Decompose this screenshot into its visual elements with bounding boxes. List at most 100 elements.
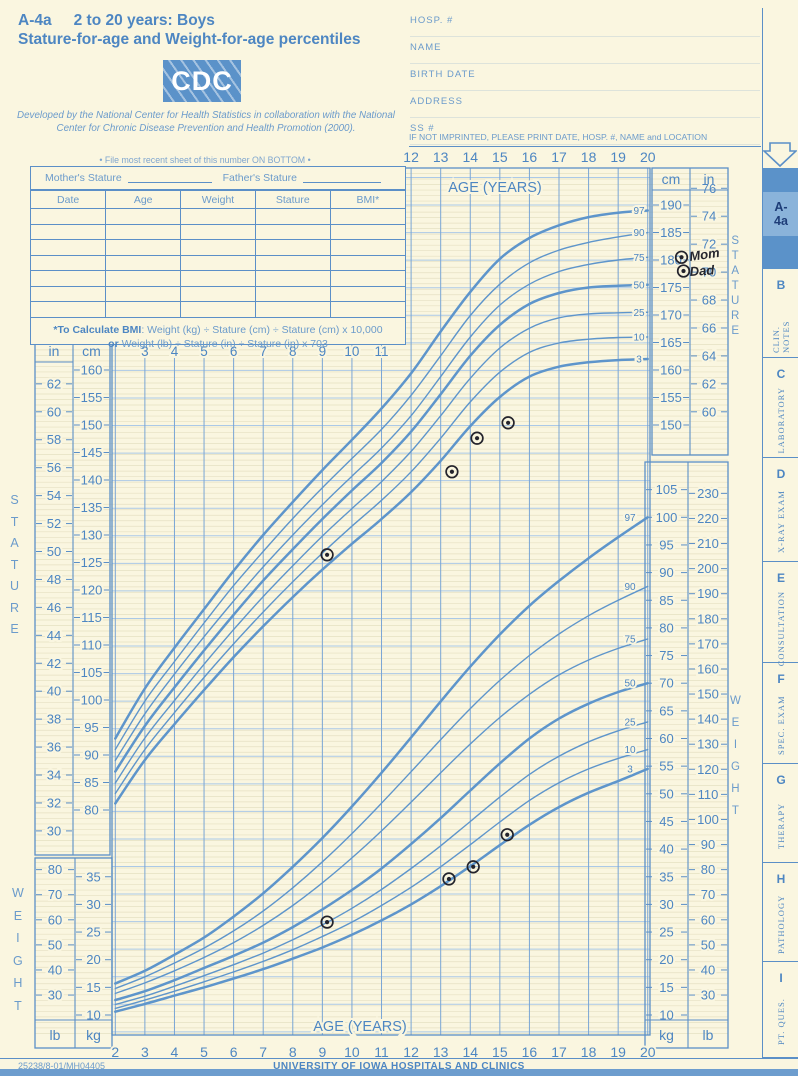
chart-text: 17 xyxy=(551,149,567,165)
table-cell[interactable] xyxy=(254,285,331,302)
table-cell[interactable] xyxy=(254,254,331,271)
table-cell[interactable] xyxy=(105,285,182,302)
tab-h[interactable]: H PATHOLOGY xyxy=(763,863,798,962)
chart-text: kg xyxy=(86,1027,101,1043)
table-cell[interactable] xyxy=(180,285,256,302)
tab-e[interactable]: E CONSULTATION xyxy=(763,562,798,666)
chart-text: 40 xyxy=(48,962,62,977)
table-cell[interactable] xyxy=(329,270,405,287)
dad-stature-point xyxy=(676,264,691,278)
patient-field-ss-[interactable]: SS # xyxy=(410,118,760,145)
tab-a4a[interactable]: A- 4a xyxy=(763,192,798,236)
tab-d[interactable]: D X-RAY EXAM xyxy=(763,458,798,562)
table-cell[interactable] xyxy=(105,301,182,318)
percentile-curve-stature-for-age-75 xyxy=(114,256,649,762)
chart-text: 76 xyxy=(702,181,716,196)
tab-i[interactable]: I PT. QUES. xyxy=(763,962,798,1058)
chart-text: 50 xyxy=(701,937,715,952)
table-cell[interactable] xyxy=(329,208,405,225)
table-cell[interactable] xyxy=(254,301,331,318)
tab-b[interactable]: B CLIN. NOTES xyxy=(763,269,798,358)
father-stature-input[interactable] xyxy=(303,170,382,183)
tab-g[interactable]: G THERAPY xyxy=(763,764,798,863)
table-cell[interactable] xyxy=(254,270,331,287)
chart-text: 60 xyxy=(701,912,715,927)
chart-text: 13 xyxy=(433,1044,449,1060)
patient-field-name[interactable]: NAME xyxy=(410,37,760,64)
table-cell[interactable] xyxy=(105,239,182,256)
table-cell[interactable] xyxy=(180,301,256,318)
table-cell[interactable] xyxy=(31,254,107,271)
chart-text: 200 xyxy=(697,561,719,576)
table-cell[interactable] xyxy=(180,254,256,271)
chart-text: 15 xyxy=(492,1044,508,1060)
table-cell[interactable] xyxy=(254,223,331,240)
table-cell[interactable] xyxy=(180,270,256,287)
chart-text: 66 xyxy=(702,320,716,335)
chart-text: 40 xyxy=(701,962,715,977)
table-cell[interactable] xyxy=(105,208,182,225)
chart-text: 15 xyxy=(86,980,100,995)
table-cell[interactable] xyxy=(329,223,405,240)
chart-text: 25 xyxy=(659,925,673,940)
patient-field-birth-date[interactable]: BIRTH DATE xyxy=(410,64,760,91)
imprint-note: IF NOT IMPRINTED, PLEASE PRINT DATE, HOS… xyxy=(409,132,761,147)
chart-text: 14 xyxy=(462,149,478,165)
chart-text: 11 xyxy=(374,1044,389,1060)
footer-divider xyxy=(0,1058,798,1059)
table-cell[interactable] xyxy=(329,254,405,271)
chart-text: 105 xyxy=(81,665,103,680)
table-cell[interactable] xyxy=(180,208,256,225)
weight-data-point xyxy=(466,860,480,874)
chart-text: 110 xyxy=(698,787,719,802)
chart-text: 160 xyxy=(660,363,682,378)
chart-text: in xyxy=(49,343,60,359)
table-cell[interactable] xyxy=(31,208,107,225)
chart-text: lb xyxy=(50,1027,61,1043)
chart-text: 48 xyxy=(47,572,61,587)
table-cell[interactable] xyxy=(180,239,256,256)
column-header-stature: Stature xyxy=(254,190,331,209)
parents-stature-row[interactable]: Mother's Stature Father's Stature xyxy=(31,167,405,190)
table-cell[interactable] xyxy=(31,239,107,256)
table-cell[interactable] xyxy=(254,239,331,256)
patient-field-hosp-[interactable]: HOSP. # xyxy=(410,10,760,37)
mother-stature-input[interactable] xyxy=(127,170,212,183)
tab-letter: E xyxy=(776,571,785,585)
table-cell[interactable] xyxy=(105,254,182,271)
chart-text: 52 xyxy=(47,516,61,531)
table-cell[interactable] xyxy=(105,270,182,287)
chart-text: 74 xyxy=(702,209,716,224)
tab-f[interactable]: F SPEC. EXAM xyxy=(763,663,798,764)
chart-text: 175 xyxy=(660,280,682,295)
column-header-bmi: BMI* xyxy=(329,190,405,209)
chart-text: 170 xyxy=(660,308,682,323)
chart-text: 56 xyxy=(47,460,61,475)
dad-handwritten-label: Dad xyxy=(689,262,716,279)
chart-text: 5 xyxy=(200,1044,208,1060)
tab-letter: I xyxy=(779,971,783,985)
mom-handwritten-label: Mom xyxy=(688,245,721,264)
patient-field-address[interactable]: ADDRESS xyxy=(410,91,760,118)
table-cell[interactable] xyxy=(105,223,182,240)
chart-text: 46 xyxy=(47,600,61,615)
table-cell[interactable] xyxy=(329,239,405,256)
tab-band-top xyxy=(763,168,798,192)
table-cell[interactable] xyxy=(31,270,107,287)
chart-text: cm xyxy=(82,343,101,359)
table-cell[interactable] xyxy=(329,285,405,302)
chart-text: 30 xyxy=(701,988,715,1003)
chart-text: 70 xyxy=(659,676,673,691)
page-title: A-4a 2 to 20 years: Boys xyxy=(18,12,215,30)
table-cell[interactable] xyxy=(31,223,107,240)
table-cell[interactable] xyxy=(31,285,107,302)
chart-text: 120 xyxy=(81,583,103,598)
table-cell[interactable] xyxy=(180,223,256,240)
chart-text: cm xyxy=(662,171,681,187)
chart-text: 185 xyxy=(660,225,682,240)
tab-c[interactable]: C LABORATORY xyxy=(763,358,798,458)
table-cell[interactable] xyxy=(254,208,331,225)
table-cell[interactable] xyxy=(329,301,405,318)
table-cell[interactable] xyxy=(31,301,107,318)
